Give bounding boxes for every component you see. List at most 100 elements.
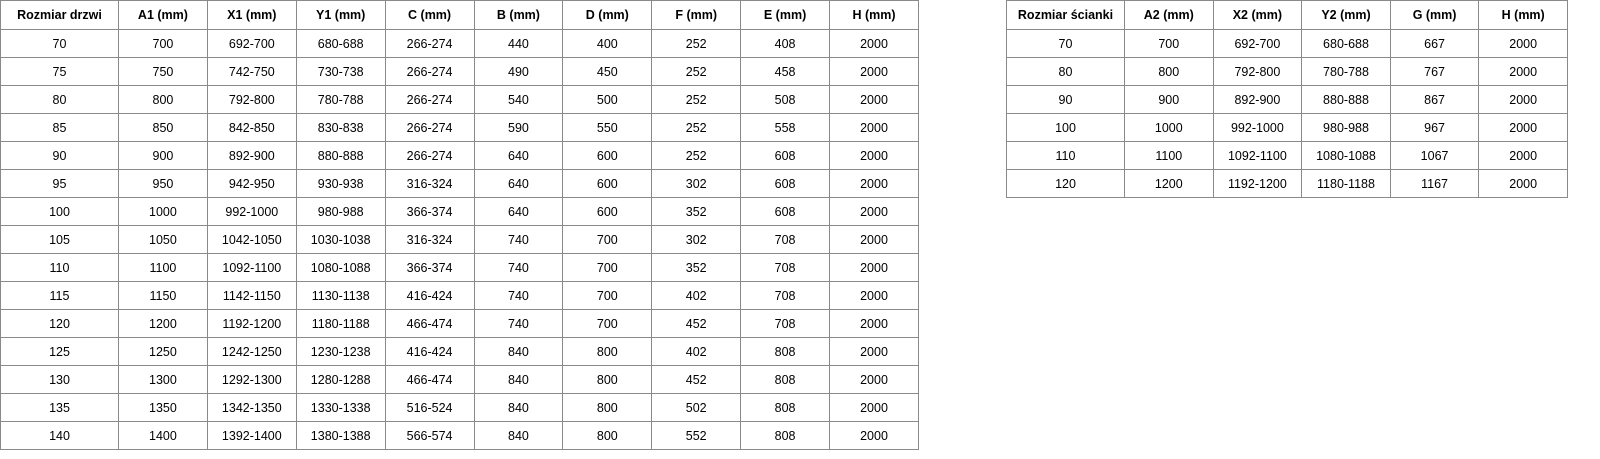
table-cell: 842-850: [206, 113, 297, 142]
table-cell: 352: [651, 253, 742, 282]
table-cell: 800: [562, 365, 653, 394]
table-cell: 135: [0, 393, 119, 422]
table-row: 75 750 742-750 730-738 266-274 490 450 252 458 20…: [0, 57, 919, 86]
table-cell: 792-800: [206, 85, 297, 114]
table-cell: 500: [562, 85, 653, 114]
table-cell: 400: [562, 29, 653, 58]
table-cell: 608: [740, 169, 830, 198]
table-cell: 1192-1200: [206, 309, 297, 338]
table-cell: 800: [118, 85, 208, 114]
table-cell: 252: [651, 113, 742, 142]
wall-dimensions-table: Rozmiar ścianki A2 (mm) X2 (mm) Y2 (mm) G (m…: [1006, 0, 1568, 198]
table-cell: 70: [0, 29, 119, 58]
table-cell: 266-274: [384, 141, 475, 170]
table-cell: 730-738: [295, 57, 386, 86]
table-cell: 140: [0, 421, 119, 450]
table-cell: 708: [740, 309, 830, 338]
column-header: E (mm): [740, 0, 830, 30]
column-header: Y1 (mm): [295, 0, 386, 30]
table-cell: 640: [473, 169, 564, 198]
table-row: 85 850 842-850 830-838 266-274 590 550 252 558 20…: [0, 113, 919, 142]
table-cell: 740: [473, 309, 564, 338]
table-cell: 640: [473, 141, 564, 170]
table-cell: 942-950: [206, 169, 297, 198]
table-cell: 808: [740, 365, 830, 394]
table-cell: 1230-1238: [295, 337, 386, 366]
table-cell: 840: [473, 337, 564, 366]
table-row: 125 1250 1242-1250 1230-1238 416-424 840 800 40…: [0, 337, 919, 366]
header-row: Rozmiar drzwi A1 (mm) X1 (mm) Y1 (mm) C (mm)…: [0, 0, 919, 30]
table-cell: 1400: [118, 421, 208, 450]
table-cell: 110: [1006, 141, 1125, 170]
column-header: X2 (mm): [1212, 0, 1303, 30]
table-cell: 2000: [829, 113, 919, 142]
table-cell: 316-324: [384, 225, 475, 254]
table-cell: 100: [0, 197, 119, 226]
table-cell: 1067: [1389, 141, 1480, 170]
table-cell: 540: [473, 85, 564, 114]
table-cell: 840: [473, 421, 564, 450]
table-cell: 252: [651, 141, 742, 170]
table-cell: 742-750: [206, 57, 297, 86]
table-cell: 1250: [118, 337, 208, 366]
table-cell: 402: [651, 337, 742, 366]
table-row: 70 700 692-700 680-688 667 2000: [1006, 29, 1568, 58]
table-cell: 892-900: [206, 141, 297, 170]
table-cell: 2000: [829, 141, 919, 170]
table-cell: 880-888: [295, 141, 386, 170]
table-cell: 2000: [1478, 141, 1568, 170]
table-cell: 700: [562, 253, 653, 282]
table-row: 90 900 892-900 880-888 867 2000: [1006, 85, 1568, 114]
table-cell: 408: [740, 29, 830, 58]
table-cell: 2000: [829, 197, 919, 226]
table-cell: 900: [1124, 85, 1214, 114]
table-cell: 2000: [1478, 85, 1568, 114]
table-cell: 80: [0, 85, 119, 114]
table-cell: 1100: [118, 253, 208, 282]
table-cell: 302: [651, 225, 742, 254]
table-cell: 80: [1006, 57, 1125, 86]
table-cell: 120: [1006, 169, 1125, 198]
table-cell: 600: [562, 169, 653, 198]
table-cell: 692-700: [1212, 29, 1303, 58]
table-row: 135 1350 1342-1350 1330-1338 516-524 840 800 50…: [0, 393, 919, 422]
table-row: 70 700 692-700 680-688 266-274 440 400 252 408 20…: [0, 29, 919, 58]
table-row: 100 1000 992-1000 980-988 967 2000: [1006, 113, 1568, 142]
table-row: 140 1400 1392-1400 1380-1388 566-574 840 800 55…: [0, 421, 919, 450]
table-cell: 2000: [1478, 29, 1568, 58]
table-cell: 450: [562, 57, 653, 86]
table-cell: 508: [740, 85, 830, 114]
table-cell: 600: [562, 141, 653, 170]
table-cell: 740: [473, 253, 564, 282]
table-cell: 120: [0, 309, 119, 338]
table-cell: 2000: [829, 85, 919, 114]
table-cell: 680-688: [295, 29, 386, 58]
table-cell: 700: [562, 281, 653, 310]
table-cell: 980-988: [1301, 113, 1391, 142]
table-cell: 840: [473, 393, 564, 422]
table-cell: 808: [740, 421, 830, 450]
table-cell: 1380-1388: [295, 421, 386, 450]
table-cell: 700: [562, 225, 653, 254]
table-cell: 1130-1138: [295, 281, 386, 310]
table-cell: 950: [118, 169, 208, 198]
table-cell: 1192-1200: [1212, 169, 1303, 198]
column-header: Y2 (mm): [1301, 0, 1391, 30]
table-cell: 352: [651, 197, 742, 226]
table-cell: 566-574: [384, 421, 475, 450]
table-cell: 558: [740, 113, 830, 142]
table-cell: 95: [0, 169, 119, 198]
table-cell: 1392-1400: [206, 421, 297, 450]
table-cell: 880-888: [1301, 85, 1391, 114]
table-cell: 680-688: [1301, 29, 1391, 58]
table-cell: 1242-1250: [206, 337, 297, 366]
table-row: 90 900 892-900 880-888 266-274 640 600 252 608 20…: [0, 141, 919, 170]
table-cell: 1050: [118, 225, 208, 254]
table-cell: 892-900: [1212, 85, 1303, 114]
table-cell: 90: [0, 141, 119, 170]
table-cell: 750: [118, 57, 208, 86]
table-cell: 550: [562, 113, 653, 142]
table-cell: 867: [1389, 85, 1480, 114]
table-cell: 640: [473, 197, 564, 226]
column-header: Rozmiar ścianki: [1006, 0, 1125, 30]
